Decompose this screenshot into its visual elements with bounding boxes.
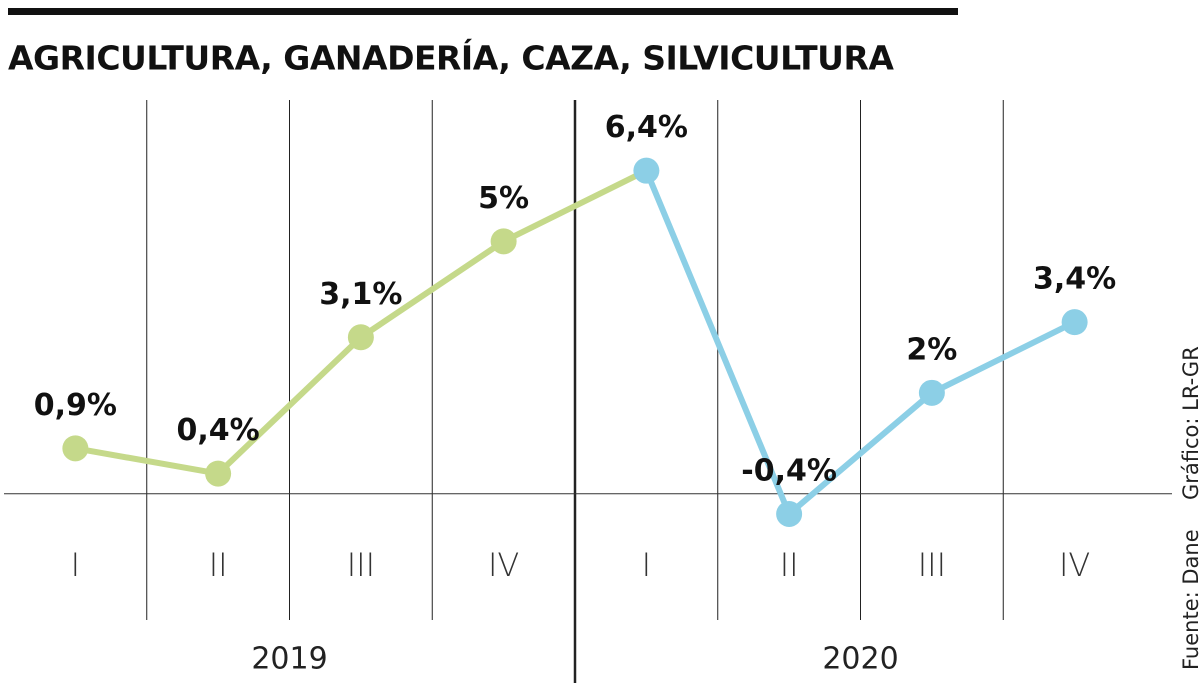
data-point (490, 228, 517, 255)
data-label: 5% (478, 181, 529, 216)
line-segment (500, 167, 650, 245)
data-point (918, 379, 945, 406)
x-tick-label: IV (1059, 546, 1090, 584)
x-tick-label: I (71, 546, 80, 584)
year-label: 2020 (822, 642, 898, 677)
x-tick-label: I (642, 546, 651, 584)
year-label: 2019 (251, 642, 327, 677)
data-point (633, 157, 660, 184)
data-point (1061, 309, 1088, 336)
data-point (62, 435, 89, 462)
line-segment (786, 389, 935, 517)
x-tick-label: IV (488, 546, 519, 584)
data-point (776, 500, 803, 527)
title-bar (8, 8, 958, 15)
line-segment (72, 445, 222, 477)
line-segment (643, 167, 793, 517)
x-tick-label: II (780, 546, 799, 584)
data-label: 2% (906, 332, 957, 367)
data-label: 3,4% (1033, 262, 1116, 297)
line-segment (928, 319, 1078, 396)
data-label: -0,4% (741, 453, 837, 488)
data-label: 3,1% (319, 277, 402, 312)
credit: Gráfico: LR-GR (1179, 346, 1200, 500)
line-segment (357, 238, 507, 341)
x-tick-label: III (918, 546, 946, 584)
chart-title: AGRICULTURA, GANADERÍA, CAZA, SILVICULTU… (8, 38, 894, 78)
x-tick-label: II (209, 546, 228, 584)
source: Fuente: Dane (1179, 529, 1200, 670)
line-segment (215, 334, 364, 477)
data-label: 0,9% (34, 388, 117, 423)
data-point (347, 324, 374, 351)
data-point (205, 460, 232, 487)
data-label: 6,4% (605, 110, 688, 145)
data-label: 0,4% (177, 413, 260, 448)
x-tick-label: III (347, 546, 375, 584)
